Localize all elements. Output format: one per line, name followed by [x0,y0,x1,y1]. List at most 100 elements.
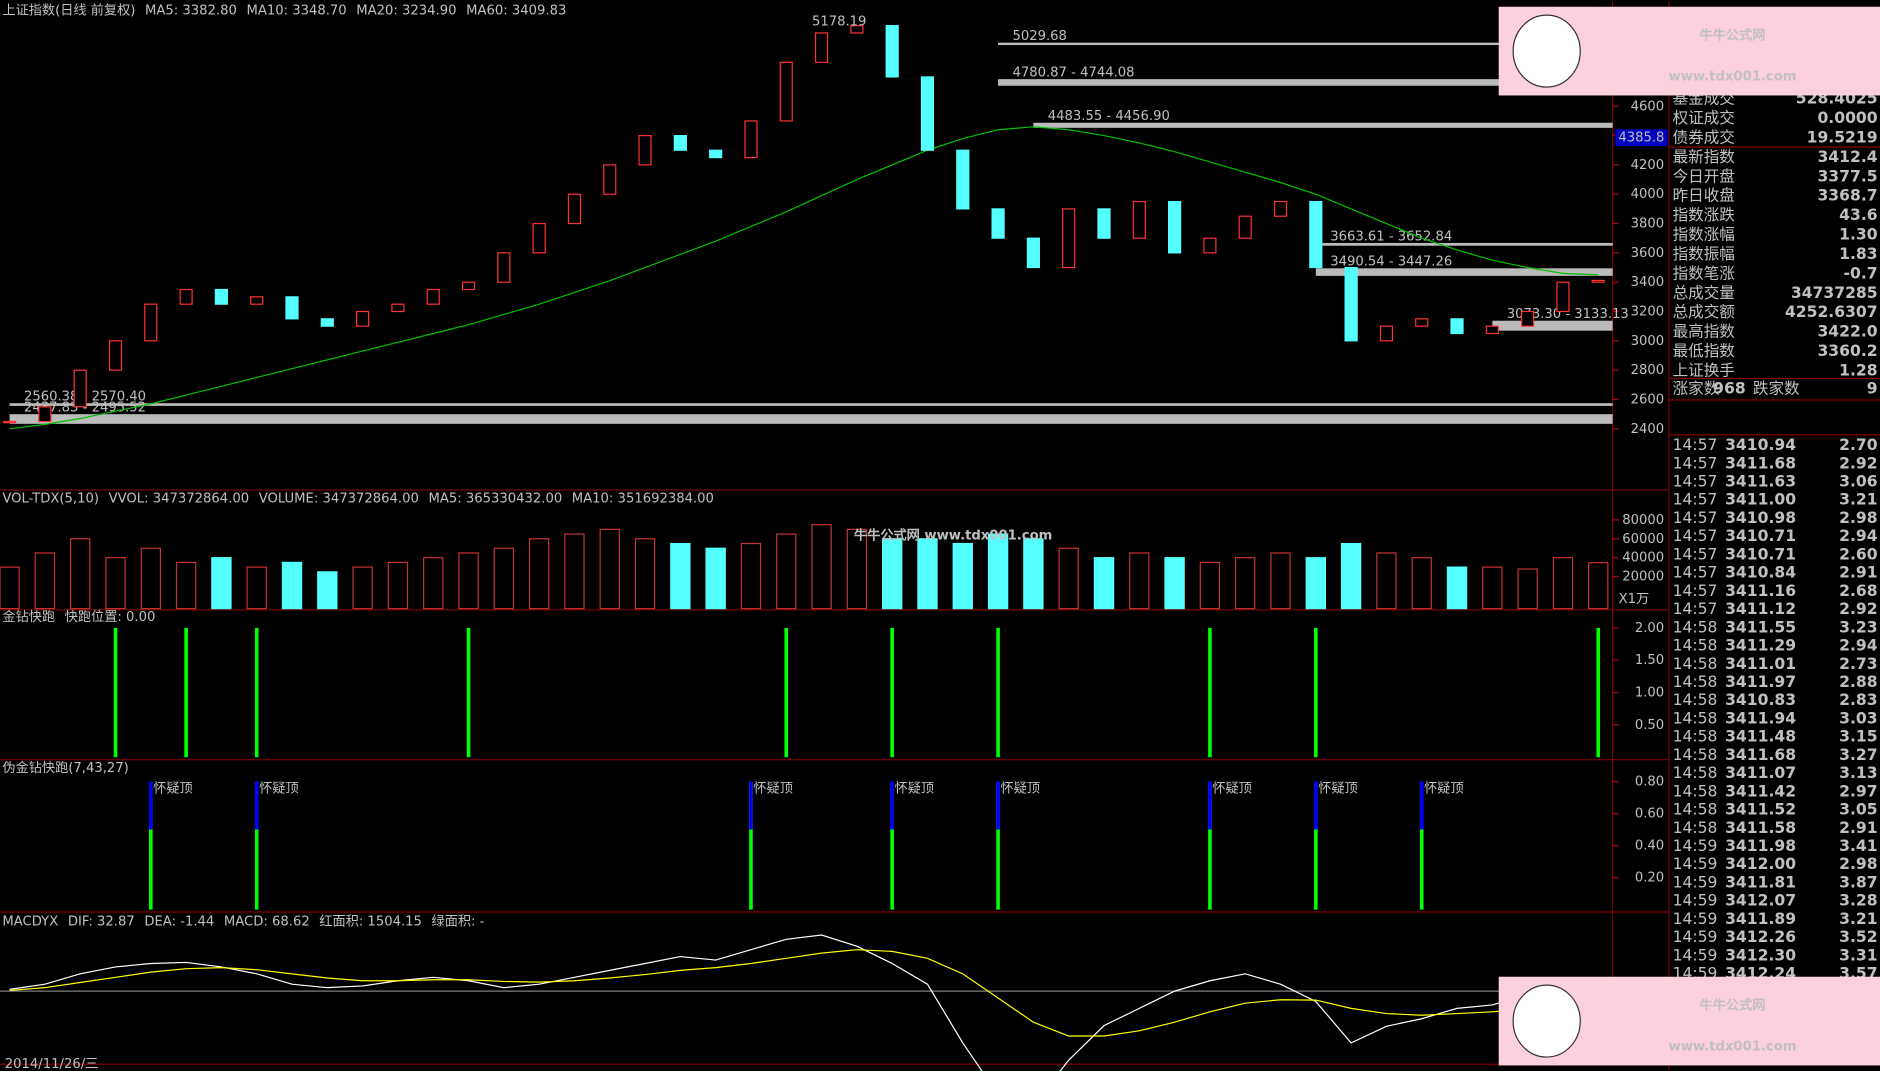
volume-bar [846,528,868,610]
volume-bar [246,566,267,610]
stat-value: 34737285 [1791,284,1878,302]
stat-label: 指数笔涨 [1673,264,1736,282]
candle [320,318,334,327]
candle [567,193,582,225]
signal-top [749,781,753,830]
stat-value: 3422.0 [1817,323,1877,341]
legend-item: VOL-TDX(5,10) [2,491,99,506]
y-tick-label: 3000 [1631,334,1665,349]
volume-bar [34,552,56,610]
y-tick-label: 0.80 [1635,775,1664,790]
y-tick-label: 3600 [1631,246,1665,261]
legend-item: MACD: 68.62 [224,915,310,930]
tick-price: 3411.97 [1725,673,1796,691]
tick-time: 14:59 [1673,946,1718,964]
stat-value: 1.83 [1839,245,1877,263]
peak-label: 5178.19 [812,15,866,30]
stat-label: 指数涨跌 [1673,206,1736,224]
stat-label: 权证成交 [1673,109,1735,127]
tick-volume: 3.05 [1839,801,1877,819]
candle [885,25,899,78]
stat-label: 指数涨幅 [1673,226,1735,244]
signal-tag: 怀疑顶 [1000,781,1040,797]
zone-label: 4780.87 - 4744.08 [1012,66,1134,81]
price-zone [1492,320,1613,331]
tick-volume: 2.70 [1839,436,1878,454]
volume-bar [1270,552,1291,610]
tick-time: 14:58 [1673,801,1718,819]
up-count: 968 [1713,380,1746,398]
tick-volume: 3.21 [1839,491,1877,509]
signal-tag: 怀疑顶 [1212,781,1252,797]
legend-item: MA5: 365330432.00 [428,491,562,506]
price-zone [1315,242,1613,246]
stat-value: 43.6 [1839,206,1877,224]
stat-value: 3377.5 [1817,167,1877,185]
stat-value: 3368.7 [1817,187,1877,205]
volume-bar [740,542,762,610]
candle [1168,200,1182,254]
volume-bar [352,566,373,610]
price-zone [998,42,1613,46]
tick-time: 14:59 [1673,873,1718,891]
tick-price: 3412.30 [1725,946,1796,964]
candle [108,340,123,371]
volume-bar [1588,562,1609,610]
volume-bar [1517,568,1538,610]
tick-price: 3412.00 [1725,855,1796,873]
candle [991,208,1005,239]
tick-volume: 2.98 [1839,855,1877,873]
price-zone [9,414,1613,424]
up-label: 涨家数 [1673,380,1720,398]
legend-item: DEA: -1.44 [144,915,214,930]
stat-label: 最新指数 [1673,148,1736,166]
volume-bar [317,571,338,610]
tick-price: 3411.07 [1725,764,1796,782]
y-tick-label: 2600 [1631,392,1665,407]
volume-bar [1129,552,1150,610]
volume-bar [105,557,126,610]
tick-volume: 3.41 [1839,837,1877,855]
candle [73,369,87,408]
tick-price: 3411.48 [1725,728,1796,746]
tick-volume: 2.83 [1839,691,1877,709]
tick-price: 3412.07 [1725,892,1796,910]
tick-price: 3411.81 [1725,873,1796,891]
down-count: 9 [1867,380,1878,398]
y-tick-label: 4600 [1631,99,1665,114]
tick-time: 14:57 [1673,509,1718,527]
volume-bar [493,547,515,610]
legend-item: MA20: 3234.90 [356,3,456,18]
candle [1132,200,1146,239]
tick-price: 3411.52 [1725,801,1796,819]
watermark-name: 牛牛公式网 [1700,997,1766,1014]
legend-item: MA60: 3409.83 [466,3,566,18]
candle [461,281,476,291]
zone-label: 3490.54 - 3447.26 [1330,255,1452,270]
tick-volume: 2.68 [1839,582,1877,600]
y-tick-label: 4200 [1631,158,1665,173]
stat-value: 4252.6307 [1785,303,1878,321]
tick-time: 14:57 [1673,454,1718,472]
volume-bar [881,538,903,610]
tick-price: 3411.42 [1725,782,1796,800]
candle [744,120,758,159]
candle [1591,279,1605,283]
legend-item: 绿面积: - [432,914,485,930]
volume-bar [1552,557,1574,610]
tick-time: 14:59 [1673,855,1718,873]
signal-top [1419,781,1424,830]
candle [850,25,864,34]
tick-price: 3411.29 [1725,637,1796,655]
tick-time: 14:58 [1673,655,1718,673]
volume-bar [917,538,938,610]
tick-time: 14:57 [1673,600,1718,618]
stat-label: 总成交量 [1673,284,1735,302]
candle [1415,318,1429,327]
zone-label: 2437.83 - 2495.52 [24,401,146,416]
y-tick-label: 20000 [1622,570,1664,585]
volume-bar [987,533,1009,610]
candle [638,134,652,166]
